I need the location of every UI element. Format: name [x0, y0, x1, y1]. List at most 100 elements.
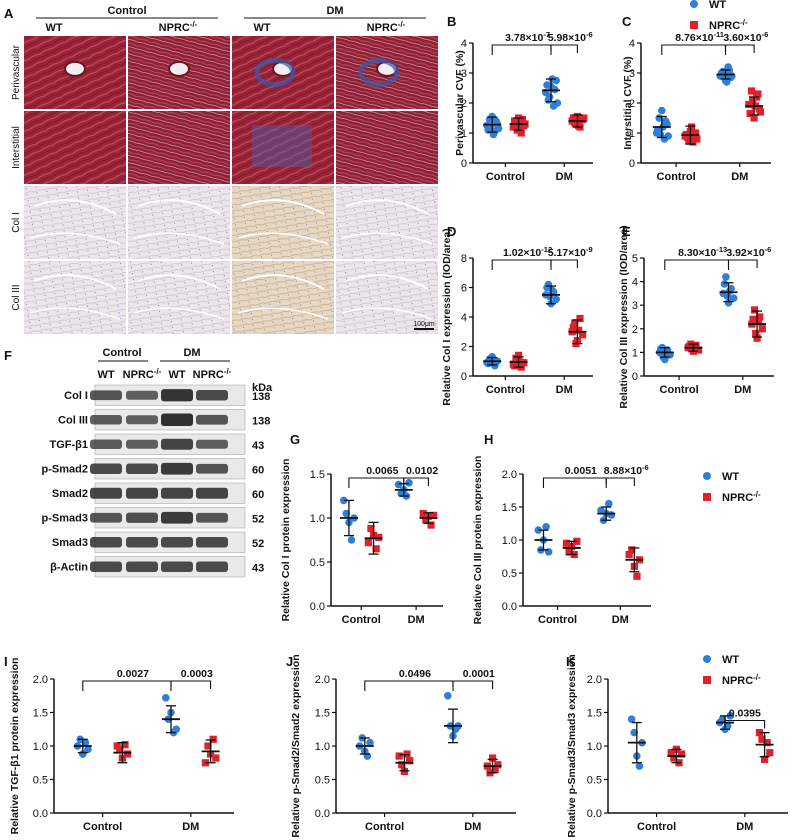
data-point-nprc: [403, 750, 411, 758]
data-point-wt: [347, 536, 356, 544]
blot-band: [196, 487, 228, 499]
y-tick-label: 1.5: [33, 708, 48, 720]
panel-letter: F: [4, 348, 12, 363]
blot-band: [90, 439, 122, 449]
y-tick-label: 1.0: [33, 741, 48, 753]
protein-label: TGF-β1: [50, 439, 89, 451]
tissue-gap: [33, 199, 117, 215]
significance-bracket: [403, 477, 429, 486]
significance-bracket: [542, 477, 607, 488]
base-text: 5.98×10: [548, 32, 586, 44]
micrograph-tile: [24, 111, 126, 184]
panel-letter: B: [447, 14, 456, 29]
y-axis-label: Relative Col I protein expression: [280, 459, 292, 622]
blot-band: [126, 561, 158, 573]
legend-nprc-marker: [703, 493, 711, 501]
p-value-label: 3.60×10-6: [723, 30, 768, 44]
y-tick-label: 0.5: [315, 775, 330, 787]
data-point-wt: [162, 693, 170, 702]
blot-band: [90, 512, 122, 523]
blot-band: [196, 463, 228, 474]
base-text: 5.17×10: [548, 247, 586, 259]
base-text: NPRC: [159, 22, 190, 34]
vessel-lumen: [168, 60, 190, 77]
base-text: NPRC: [722, 675, 753, 687]
data-point-nprc: [745, 100, 753, 109]
data-point-nprc: [124, 750, 132, 758]
micrograph-tile: [336, 261, 438, 334]
data-point-wt: [729, 294, 738, 302]
y-tick-label: 1.0: [315, 741, 330, 753]
y-tick-label: 1.5: [587, 708, 602, 720]
y-tick-label: 2.0: [315, 674, 330, 686]
data-point-nprc: [628, 546, 636, 554]
blot-band: [126, 536, 158, 548]
tissue-gap: [29, 307, 121, 320]
base-text: NPRC: [123, 369, 154, 381]
significance-bracket: [491, 259, 552, 270]
data-point-wt: [718, 715, 727, 723]
superscript: -/-: [224, 367, 232, 376]
micrograph-tile: [232, 186, 334, 259]
superscript: -9: [586, 245, 593, 254]
x-tick-label: Control: [657, 171, 696, 183]
data-point-wt: [723, 722, 732, 730]
legend: WT NPRC-/-: [690, 0, 748, 32]
p-value-label: 0.0001: [463, 668, 495, 680]
p-value-label: 3.92×10-6: [726, 245, 771, 259]
data-point-nprc: [116, 745, 124, 753]
data-point-nprc: [565, 548, 573, 556]
y-tick-label: 1.0: [502, 535, 517, 547]
y-tick-label: 4: [632, 277, 638, 289]
data-point-nprc: [121, 741, 129, 749]
data-point-nprc: [576, 314, 584, 323]
x-tick-label: DM: [182, 821, 199, 833]
micrograph-tile: [24, 261, 126, 334]
data-point-nprc: [754, 318, 762, 326]
data-point-wt: [605, 499, 613, 508]
base-text: 8.88×10: [604, 465, 642, 477]
legend-nprc-marker: [703, 676, 711, 684]
data-point-nprc: [562, 539, 571, 547]
superscript: -/-: [753, 673, 761, 682]
column-label: NPRC-/-: [159, 20, 198, 34]
tissue-gap: [133, 232, 225, 245]
data-point-wt: [339, 496, 348, 505]
y-tick-label: 1.5: [310, 469, 325, 481]
chart-i: I 0.0 0.5 1.0 1.5 2.0 Relative TGF-β1 protein …: [4, 654, 234, 834]
panel-letter: I: [4, 654, 8, 669]
p-value-label: 0.0027: [117, 668, 149, 680]
significance-bracket: [724, 719, 766, 729]
data-point-nprc: [395, 752, 403, 760]
y-tick-label: 3: [629, 68, 635, 80]
panel-letter: J: [286, 654, 293, 669]
chart-g: G 0.0 0.5 1.0 1.5 Relative Col I protein expr…: [280, 432, 443, 626]
p-value-label: 0.0003: [181, 668, 213, 680]
y-tick-label: 0.5: [33, 775, 48, 787]
protein-label: Col I: [64, 390, 88, 402]
data-point-wt: [543, 81, 551, 89]
data-point-nprc: [201, 759, 209, 767]
group-dm-label: DM: [326, 5, 343, 17]
blot-band: [161, 511, 193, 524]
data-point-nprc: [689, 138, 697, 146]
legend-nprc-label: NPRC-/-: [709, 18, 748, 32]
superscript: -/-: [753, 490, 761, 499]
micrograph-tile: [128, 261, 230, 334]
significance-bracket: [550, 259, 578, 268]
panel-letter: A: [4, 6, 14, 21]
data-point-nprc: [688, 123, 696, 131]
tissue-gap: [341, 232, 433, 245]
data-point-nprc: [752, 329, 760, 338]
blot-band: [196, 389, 228, 401]
data-point-wt: [630, 728, 638, 737]
data-point-wt: [548, 286, 556, 295]
base-text: NPRC: [367, 22, 398, 34]
blot-band: [161, 462, 193, 475]
data-point-wt: [552, 295, 560, 304]
scale-bar-label: 100μm: [413, 321, 435, 328]
group-dm-label: DM: [183, 347, 200, 359]
x-tick-label: Control: [83, 821, 122, 833]
blot-band: [90, 390, 122, 401]
